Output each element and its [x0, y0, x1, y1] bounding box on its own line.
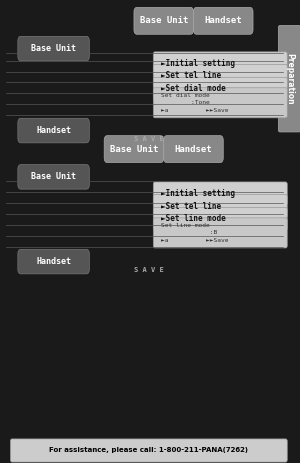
FancyBboxPatch shape [11, 439, 287, 462]
FancyBboxPatch shape [153, 194, 287, 218]
Text: ►Set dial mode: ►Set dial mode [161, 84, 226, 94]
FancyBboxPatch shape [153, 52, 287, 75]
Text: ►a          ►►Save: ►a ►►Save [161, 108, 228, 113]
FancyBboxPatch shape [153, 77, 287, 100]
Text: ►Initial setting: ►Initial setting [161, 189, 235, 198]
Text: :Tone: :Tone [161, 100, 209, 105]
Text: Handset: Handset [175, 144, 212, 154]
FancyBboxPatch shape [153, 182, 287, 205]
FancyBboxPatch shape [18, 36, 89, 61]
FancyBboxPatch shape [278, 25, 300, 132]
Text: Base Unit: Base Unit [31, 44, 76, 53]
FancyBboxPatch shape [18, 118, 89, 143]
Text: Base Unit: Base Unit [31, 172, 76, 181]
FancyBboxPatch shape [153, 218, 287, 248]
Text: Set dial mode: Set dial mode [161, 93, 209, 98]
Text: S A V E: S A V E [134, 267, 164, 273]
Text: ►Set tel line: ►Set tel line [161, 71, 221, 81]
FancyBboxPatch shape [164, 136, 223, 163]
FancyBboxPatch shape [18, 164, 89, 189]
Text: :B: :B [161, 231, 217, 235]
Text: Handset: Handset [36, 257, 71, 266]
Text: ►Set tel line: ►Set tel line [161, 201, 221, 211]
Text: ►Set line mode: ►Set line mode [161, 214, 226, 224]
Text: Base Unit: Base Unit [110, 144, 158, 154]
Text: Preparation: Preparation [285, 53, 294, 105]
Text: Set line mode: Set line mode [161, 223, 209, 228]
Text: For assistance, please call: 1-800-211-PANA(7262): For assistance, please call: 1-800-211-P… [49, 448, 248, 453]
FancyBboxPatch shape [153, 64, 287, 88]
FancyBboxPatch shape [18, 249, 89, 274]
Text: ►a          ►►Save: ►a ►►Save [161, 238, 228, 243]
FancyBboxPatch shape [153, 207, 287, 231]
Text: Handset: Handset [36, 126, 71, 135]
FancyBboxPatch shape [104, 136, 164, 163]
FancyBboxPatch shape [153, 88, 287, 118]
FancyBboxPatch shape [134, 7, 194, 34]
Text: Handset: Handset [204, 16, 242, 25]
Text: ►Initial setting: ►Initial setting [161, 59, 235, 68]
Text: Base Unit: Base Unit [140, 16, 188, 25]
Text: S A V E: S A V E [134, 136, 164, 142]
FancyBboxPatch shape [194, 7, 253, 34]
